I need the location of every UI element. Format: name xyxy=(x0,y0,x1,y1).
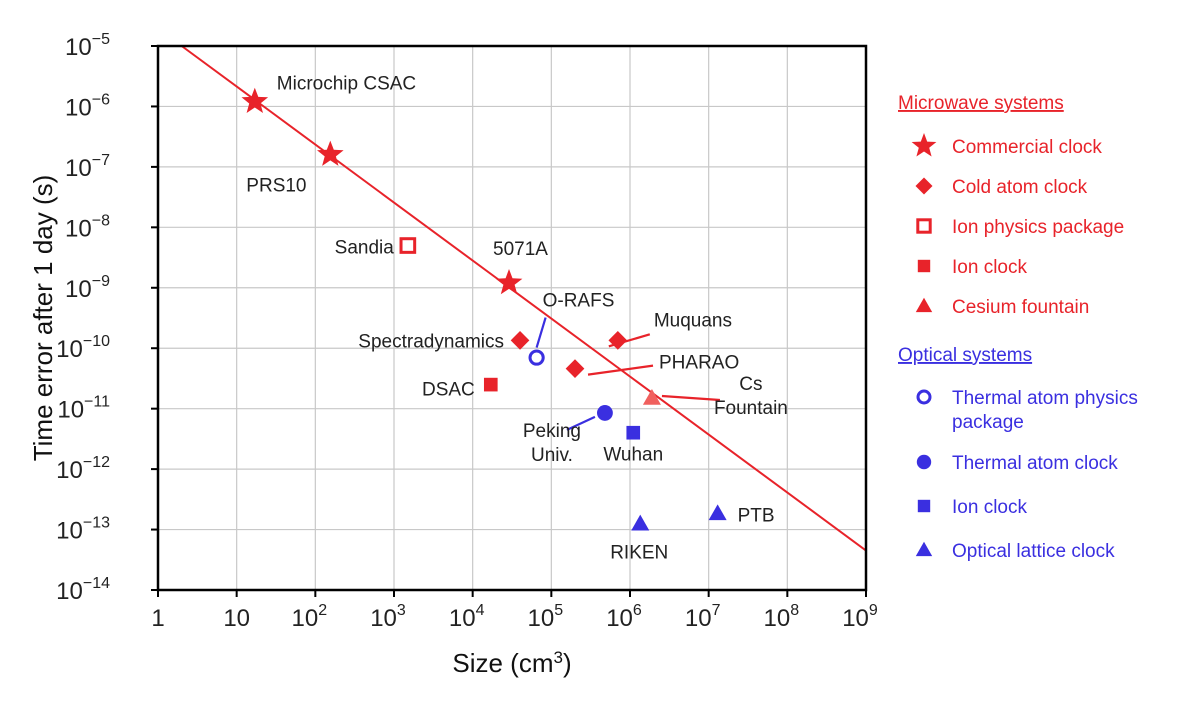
y-tick-label: 10−5 xyxy=(65,31,110,61)
marker-circle xyxy=(597,405,613,421)
y-tick-label: 10−7 xyxy=(65,152,110,182)
legend-marker-triangle xyxy=(915,541,933,557)
trend-line xyxy=(181,45,867,552)
x-axis-title: Size (cm3) xyxy=(452,648,571,679)
legend: Microwave systems Optical systems Commerci… xyxy=(898,93,1138,562)
leader-line xyxy=(587,364,654,376)
point-label: PRS10 xyxy=(246,176,306,197)
legend-marker-open-circle xyxy=(916,389,932,405)
marker-diamond xyxy=(510,330,530,350)
x-tick-label: 10 xyxy=(223,605,250,632)
point-label: Sandia xyxy=(335,238,395,259)
point-label: 5071A xyxy=(493,239,548,260)
legend-entry: Optical lattice clock xyxy=(952,541,1115,562)
y-axis-title: Time error after 1 day (s) xyxy=(28,175,58,462)
x-axis-title-sup: 3 xyxy=(553,648,562,667)
trend-line-group xyxy=(181,45,867,552)
legend-marker-diamond xyxy=(915,177,933,195)
x-tick-label: 105 xyxy=(528,602,564,632)
marker-open-circle xyxy=(528,349,545,366)
y-tick-label: 10−11 xyxy=(57,394,110,424)
legend-marker-triangle xyxy=(915,297,933,313)
legend-entry: Cold atom clock xyxy=(952,177,1088,198)
x-tick-label: 109 xyxy=(842,602,878,632)
leader-lines xyxy=(535,317,721,431)
y-tick-label: 10−8 xyxy=(65,212,110,242)
marker-triangle xyxy=(642,389,661,405)
point-label: O-RAFS xyxy=(543,291,615,312)
x-tick-label: 1 xyxy=(151,605,164,632)
leader-line xyxy=(661,394,721,402)
legend-marker-square xyxy=(917,499,931,513)
x-tick-label: 102 xyxy=(292,602,328,632)
x-tick-label: 103 xyxy=(370,602,406,632)
marker-triangle xyxy=(708,504,727,521)
marker-square xyxy=(626,425,641,440)
legend-marker-open-square xyxy=(916,218,932,234)
marker-triangle xyxy=(631,514,650,531)
legend-entry: Commercial clock xyxy=(952,137,1102,158)
y-tick-label: 10−14 xyxy=(56,575,110,605)
y-tick-label: 10−10 xyxy=(56,333,110,363)
point-label: DSAC xyxy=(422,380,475,401)
point-label: Muquans xyxy=(654,310,732,331)
plot-frame xyxy=(156,44,868,592)
marker-star xyxy=(495,269,523,295)
y-tick-label: 10−12 xyxy=(56,454,110,484)
x-tick-label: 108 xyxy=(764,602,800,632)
y-tick-label: 10−6 xyxy=(65,91,110,121)
leader-line xyxy=(535,317,547,348)
legend-entry: Ion clock xyxy=(952,257,1027,278)
marker-star xyxy=(317,140,344,166)
point-label: Cs Fountain xyxy=(714,374,788,419)
x-tick-label: 107 xyxy=(685,602,721,632)
marker-square xyxy=(483,377,498,392)
leader-line xyxy=(566,415,596,431)
marker-diamond xyxy=(565,359,585,378)
legend-entry: Ion physics package xyxy=(952,217,1124,238)
marker-open-square xyxy=(399,237,417,254)
point-label: PTB xyxy=(738,505,775,526)
point-label: RIKEN xyxy=(610,543,668,564)
point-label: Wuhan xyxy=(603,445,663,466)
marker-diamond xyxy=(608,330,628,350)
y-tick-labels: 10−14 10−13 10−12 10−11 10−10 10−9 10−8 10−7 10−… xyxy=(56,31,158,605)
legend-marker-square xyxy=(917,259,931,273)
point-label: PHARAO xyxy=(659,353,739,374)
x-tick-label: 106 xyxy=(606,602,642,632)
legend-entry: Ion clock xyxy=(952,497,1027,518)
x-tick-labels: 1 10 102 103 104 105 106 107 108 109 xyxy=(151,590,878,632)
x-tick-label: 104 xyxy=(449,602,485,632)
data-markers xyxy=(241,87,727,531)
legend-marker-circle xyxy=(916,454,932,470)
y-tick-label: 10−9 xyxy=(65,273,110,303)
legend-entry: Thermal atom physics package xyxy=(952,388,1138,433)
legend-entry: Thermal atom clock xyxy=(952,453,1118,474)
legend-entry: Cesium fountain xyxy=(952,297,1089,318)
legend-marker-star xyxy=(911,133,937,157)
y-tick-label: 10−13 xyxy=(56,515,110,545)
point-label: Microchip CSAC xyxy=(277,74,416,95)
point-label: Peking Univ. xyxy=(523,421,581,466)
point-label: Spectradynamics xyxy=(358,331,504,352)
legend-heading-optical: Optical systems xyxy=(898,345,1032,366)
point-labels: Microchip CSAC PRS10 5071A Spectradynamics M… xyxy=(246,74,788,564)
marker-star xyxy=(241,87,269,113)
legend-heading-microwave: Microwave systems xyxy=(898,93,1064,114)
